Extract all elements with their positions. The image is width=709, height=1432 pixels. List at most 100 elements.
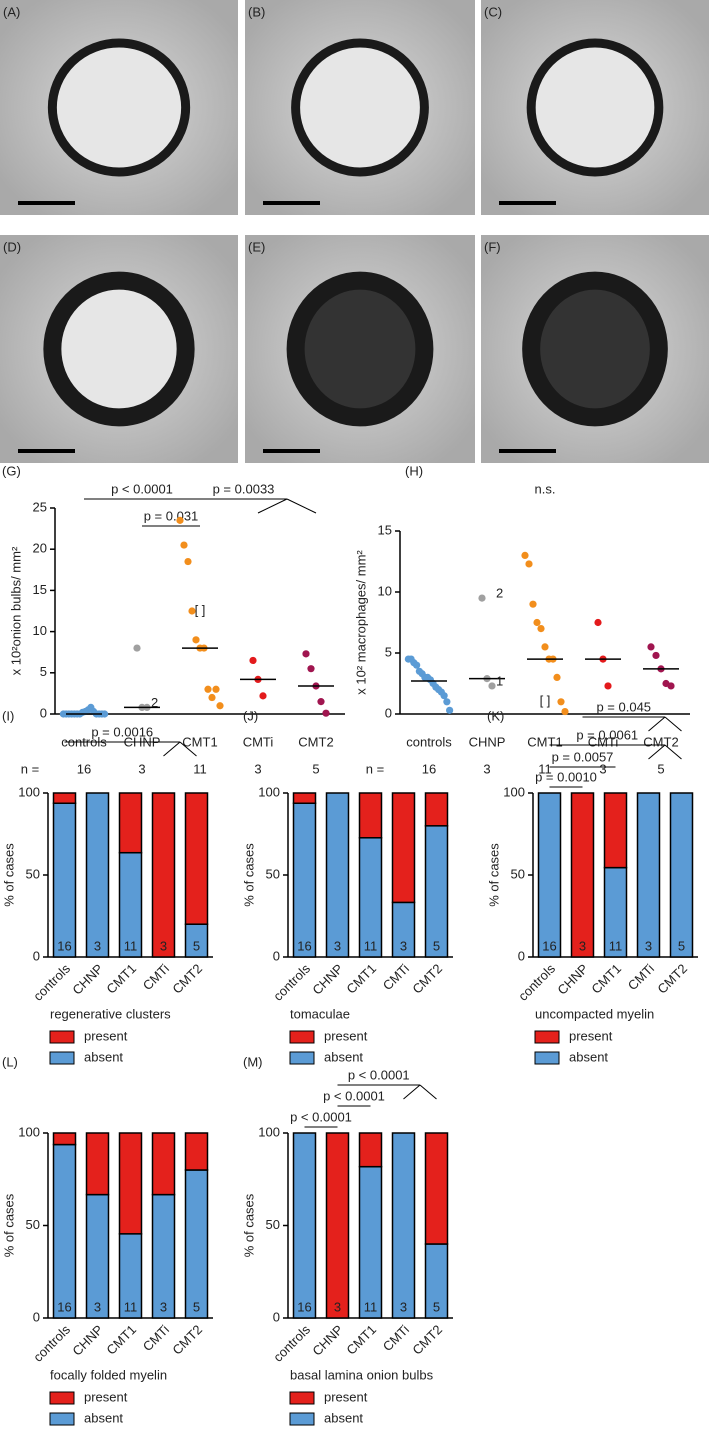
x-tick-label: CMT1 — [103, 961, 139, 997]
point-label: [ ] — [195, 602, 206, 617]
bar-segment — [292, 1132, 317, 1319]
bar-segment — [325, 1132, 350, 1319]
x-tick-label: CMT1 — [182, 734, 217, 749]
x-tick-label: CMT1 — [527, 734, 562, 749]
legend-label: present — [569, 1028, 613, 1043]
bar-segment — [358, 1132, 383, 1168]
myelin-ring — [291, 38, 429, 177]
x-tick-label: CMT2 — [409, 1322, 445, 1358]
n-count: 11 — [364, 1299, 378, 1314]
bracket-fork — [163, 741, 181, 757]
data-point — [521, 551, 529, 560]
y-tick-label: 0 — [273, 1309, 280, 1324]
n-count: 16 — [297, 1299, 311, 1314]
n-count: 5 — [657, 761, 664, 776]
data-point — [604, 682, 612, 690]
bar-segment — [85, 1132, 110, 1196]
p-value: p < 0.0001 — [111, 481, 173, 496]
n-count: 3 — [400, 1299, 407, 1314]
x-tick-label: CMT2 — [169, 1322, 205, 1358]
data-point — [537, 625, 545, 633]
n-count: 3 — [94, 1299, 101, 1314]
caption: basal lamina onion bulbs — [290, 1367, 434, 1382]
legend-label: present — [324, 1028, 368, 1043]
bar-segment — [537, 792, 562, 958]
y-axis-label: x 10²onion bulbs/ mm² — [8, 546, 23, 675]
bar-segment — [118, 1132, 143, 1235]
y-tick-label: 5 — [385, 644, 392, 659]
bar-segment — [184, 1132, 209, 1171]
n-count: 11 — [538, 761, 552, 776]
myelin-ring — [526, 38, 664, 177]
data-point — [533, 618, 541, 627]
data-point — [249, 656, 257, 665]
y-tick-label: 100 — [18, 784, 40, 799]
data-point — [133, 644, 141, 652]
data-point — [525, 560, 533, 568]
data-point — [529, 600, 537, 608]
panel-label: (C) — [484, 4, 502, 19]
p-value: p = 0.0016 — [91, 724, 153, 739]
x-tick-label: CMT2 — [169, 961, 205, 997]
data-point — [557, 698, 565, 706]
bracket-fork — [179, 741, 197, 757]
y-axis-label: % of cases — [241, 843, 256, 907]
data-point — [208, 693, 216, 702]
data-point — [440, 692, 448, 700]
bar-segment — [391, 1132, 416, 1319]
x-tick-label: CHNP — [554, 961, 591, 998]
panel-label: (D) — [3, 239, 21, 254]
data-point — [322, 709, 330, 717]
panel-label: (L) — [2, 1054, 18, 1069]
n-label: n = — [21, 761, 39, 776]
caption: uncompacted myelin — [535, 1006, 654, 1021]
legend-label: absent — [84, 1049, 123, 1064]
n-count: 3 — [645, 938, 652, 953]
y-tick-label: 50 — [26, 866, 40, 881]
x-tick-label: CMT1 — [343, 1322, 379, 1358]
y-tick-label: 10 — [378, 583, 392, 598]
y-tick-label: 15 — [378, 522, 392, 537]
bar-segment — [358, 792, 383, 839]
y-tick-label: 100 — [503, 784, 525, 799]
legend-swatch — [49, 1391, 75, 1405]
x-tick-label: CMT2 — [643, 734, 678, 749]
y-axis-label: % of cases — [1, 1193, 16, 1257]
bracket-fork — [403, 1084, 421, 1100]
legend-label: present — [84, 1028, 128, 1043]
myelin-ring — [43, 271, 195, 427]
bar-segment — [52, 802, 77, 958]
data-point — [184, 557, 192, 566]
x-tick-label: controls — [515, 961, 558, 1004]
data-point — [667, 682, 675, 690]
data-point — [302, 650, 310, 658]
n-count: 16 — [297, 938, 311, 953]
n-count: 3 — [160, 938, 167, 953]
caption: regenerative clusters — [50, 1006, 171, 1021]
p-value: p = 0.0061 — [576, 727, 638, 742]
data-point — [307, 665, 315, 673]
x-tick-label: CMTi — [588, 734, 619, 749]
p-value: p < 0.0001 — [348, 1067, 410, 1082]
y-tick-label: 50 — [26, 1217, 40, 1232]
bracket-fork — [664, 744, 682, 760]
legend-swatch — [49, 1030, 75, 1044]
bracket-fork — [648, 744, 666, 760]
p-value: p = 0.045 — [596, 699, 651, 714]
x-tick-label: CHNP — [69, 1322, 106, 1359]
x-tick-label: CMTi — [380, 1322, 412, 1354]
x-tick-label: controls — [30, 961, 73, 1004]
legend-swatch — [534, 1030, 560, 1044]
x-tick-label: CMT2 — [654, 961, 690, 997]
p-value: p = 0.0057 — [552, 749, 614, 764]
panel-label: (H) — [405, 463, 423, 478]
data-point — [101, 710, 109, 718]
x-tick-label: CMT1 — [103, 1322, 139, 1358]
legend-label: absent — [84, 1410, 123, 1425]
legend-label: absent — [324, 1049, 363, 1064]
data-point — [317, 698, 325, 706]
panel-label: (K) — [487, 708, 504, 723]
bar-segment — [636, 792, 661, 958]
legend-label: present — [324, 1389, 368, 1404]
